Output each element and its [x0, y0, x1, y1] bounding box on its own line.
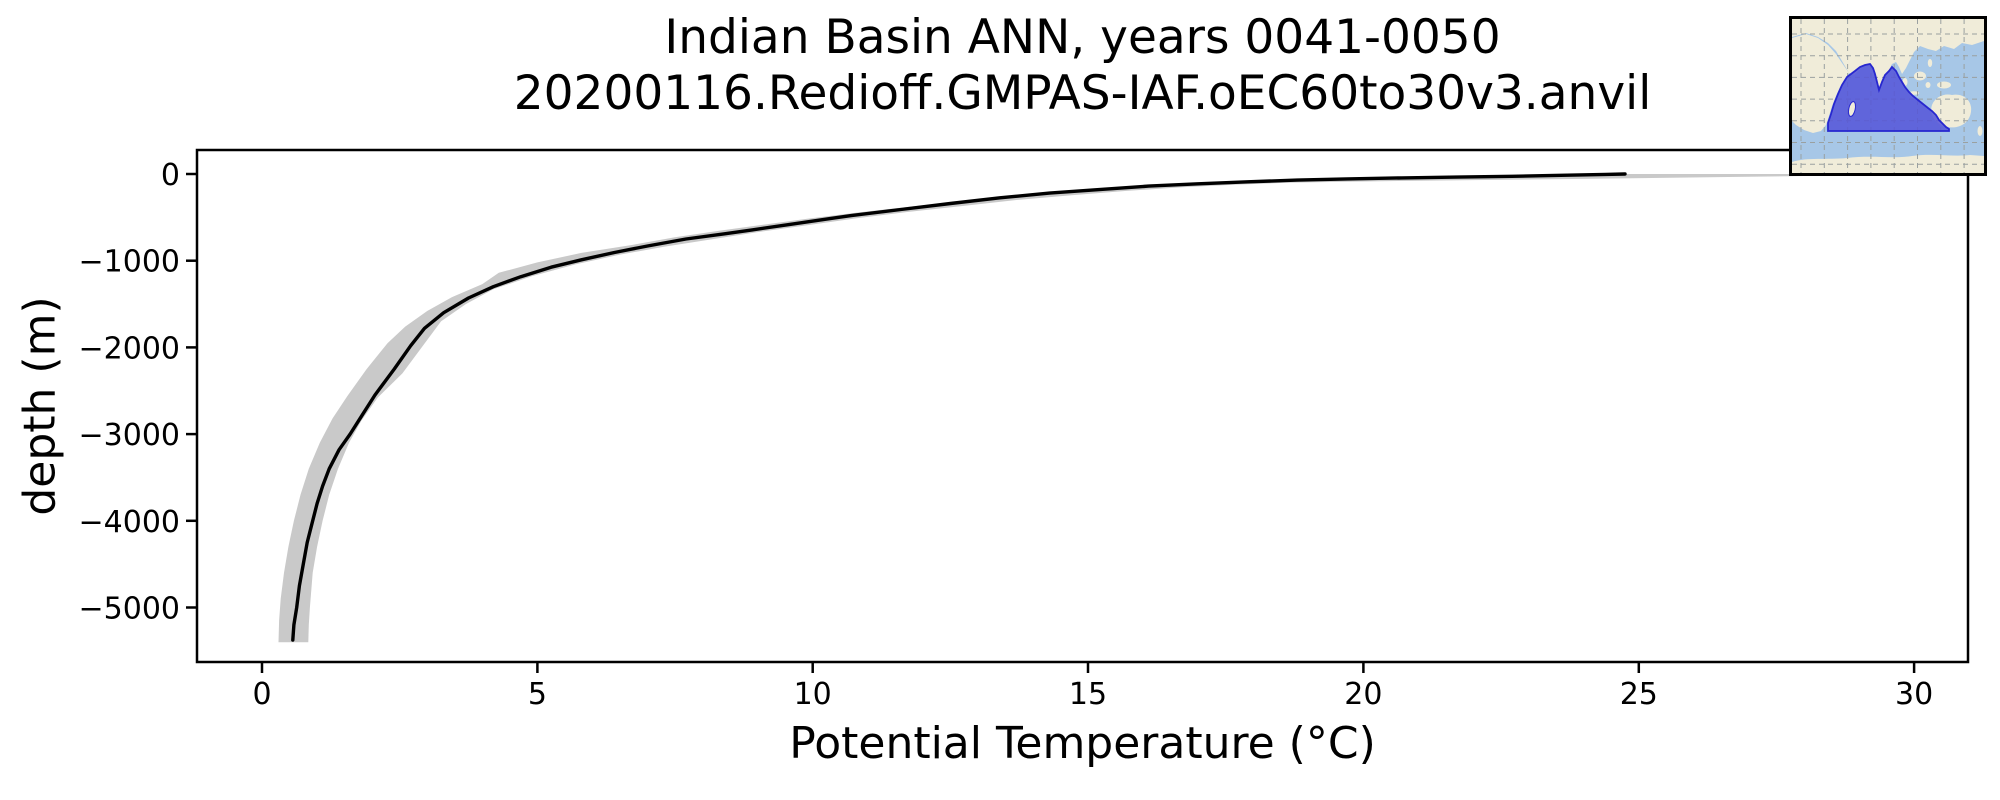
- y-tick-label: 0: [161, 158, 180, 193]
- island-philippines: [1927, 59, 1933, 67]
- landmass-africa: [1792, 34, 1849, 133]
- x-tick-label: 20: [1344, 677, 1382, 712]
- y-axis-label: depth (m): [14, 296, 66, 516]
- mean-profile-line: [291, 172, 1627, 642]
- x-tick-label: 5: [528, 677, 547, 712]
- y-tick-label: −5000: [79, 592, 180, 627]
- x-axis-ticks: 0 5 10 15 20 25 30: [252, 662, 1933, 712]
- y-tick-label: −4000: [79, 505, 180, 540]
- x-tick-label: 0: [252, 677, 271, 712]
- x-tick-label: 15: [1069, 677, 1107, 712]
- landmass-eurasia: [1792, 19, 1984, 90]
- x-tick-label: 30: [1895, 677, 1933, 712]
- island-madagascar: [1848, 101, 1856, 117]
- world-map: [1792, 19, 1984, 173]
- y-tick-label: −1000: [79, 245, 180, 280]
- plot-frame: [195, 148, 1970, 664]
- island-new-guinea: [1937, 81, 1951, 89]
- graticule: [1792, 19, 1984, 173]
- x-tick-label: 10: [794, 677, 832, 712]
- chart-title: Indian Basin ANN, years 0041-0050 202001…: [197, 10, 1968, 122]
- chart-title-line1: Indian Basin ANN, years 0041-0050: [664, 10, 1501, 65]
- uncertainty-band: [278, 174, 1890, 643]
- x-axis-label: Potential Temperature (°C): [789, 718, 1376, 769]
- x-tick-label: 25: [1620, 677, 1658, 712]
- y-tick-label: −3000: [79, 418, 180, 453]
- indian-basin-region: [1827, 63, 1950, 132]
- island-borneo: [1914, 71, 1926, 81]
- chart-title-line2: 20200116.Redioff.GMPAS-IAF.oEC60to30v3.a…: [513, 66, 1652, 121]
- island-sulawesi: [1925, 82, 1931, 88]
- region-locator-map: [1789, 16, 1987, 176]
- y-tick-label: −2000: [79, 331, 180, 366]
- y-axis-ticks: 0 −1000 −2000 −3000 −4000 −5000: [79, 158, 197, 627]
- chart-layers: 0 5 10 15 20 25 30 0 −1000 −2000 −3000 −4000 −5000: [79, 148, 1970, 712]
- island-new-zealand: [1977, 126, 1983, 136]
- landmass-antarctica: [1792, 154, 1984, 173]
